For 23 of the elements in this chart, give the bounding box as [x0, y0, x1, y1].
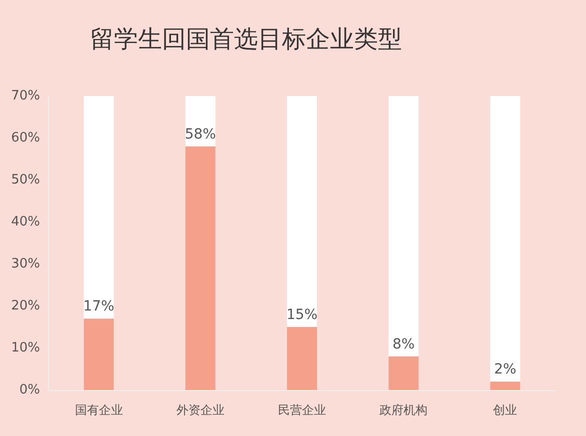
- y-tick-label: 30%: [11, 256, 40, 272]
- bar: [490, 382, 520, 390]
- x-tick-label: 政府机构: [380, 403, 428, 417]
- x-tick-label: 创业: [493, 403, 518, 417]
- x-tick-label: 外资企业: [176, 403, 224, 417]
- y-tick-label: 0%: [19, 382, 40, 398]
- bar: [287, 327, 317, 390]
- data-label: 58%: [184, 126, 216, 142]
- data-label: 2%: [494, 362, 516, 378]
- x-tick-label: 国有企业: [74, 403, 123, 417]
- chart-title: 留学生回国首选目标企业类型: [90, 25, 402, 53]
- bar: [388, 356, 419, 390]
- y-tick-label: 50%: [11, 172, 40, 188]
- y-tick-label: 20%: [11, 298, 40, 314]
- bar: [84, 318, 114, 390]
- data-label: 17%: [83, 298, 114, 315]
- y-tick-label: 70%: [11, 88, 40, 104]
- y-tick-label: 60%: [11, 130, 40, 146]
- data-label: 15%: [286, 307, 318, 323]
- x-tick-label: 民营企业: [278, 403, 326, 417]
- y-tick-label: 10%: [11, 340, 40, 356]
- data-label: 8%: [392, 336, 415, 352]
- y-tick-label: 40%: [11, 214, 40, 230]
